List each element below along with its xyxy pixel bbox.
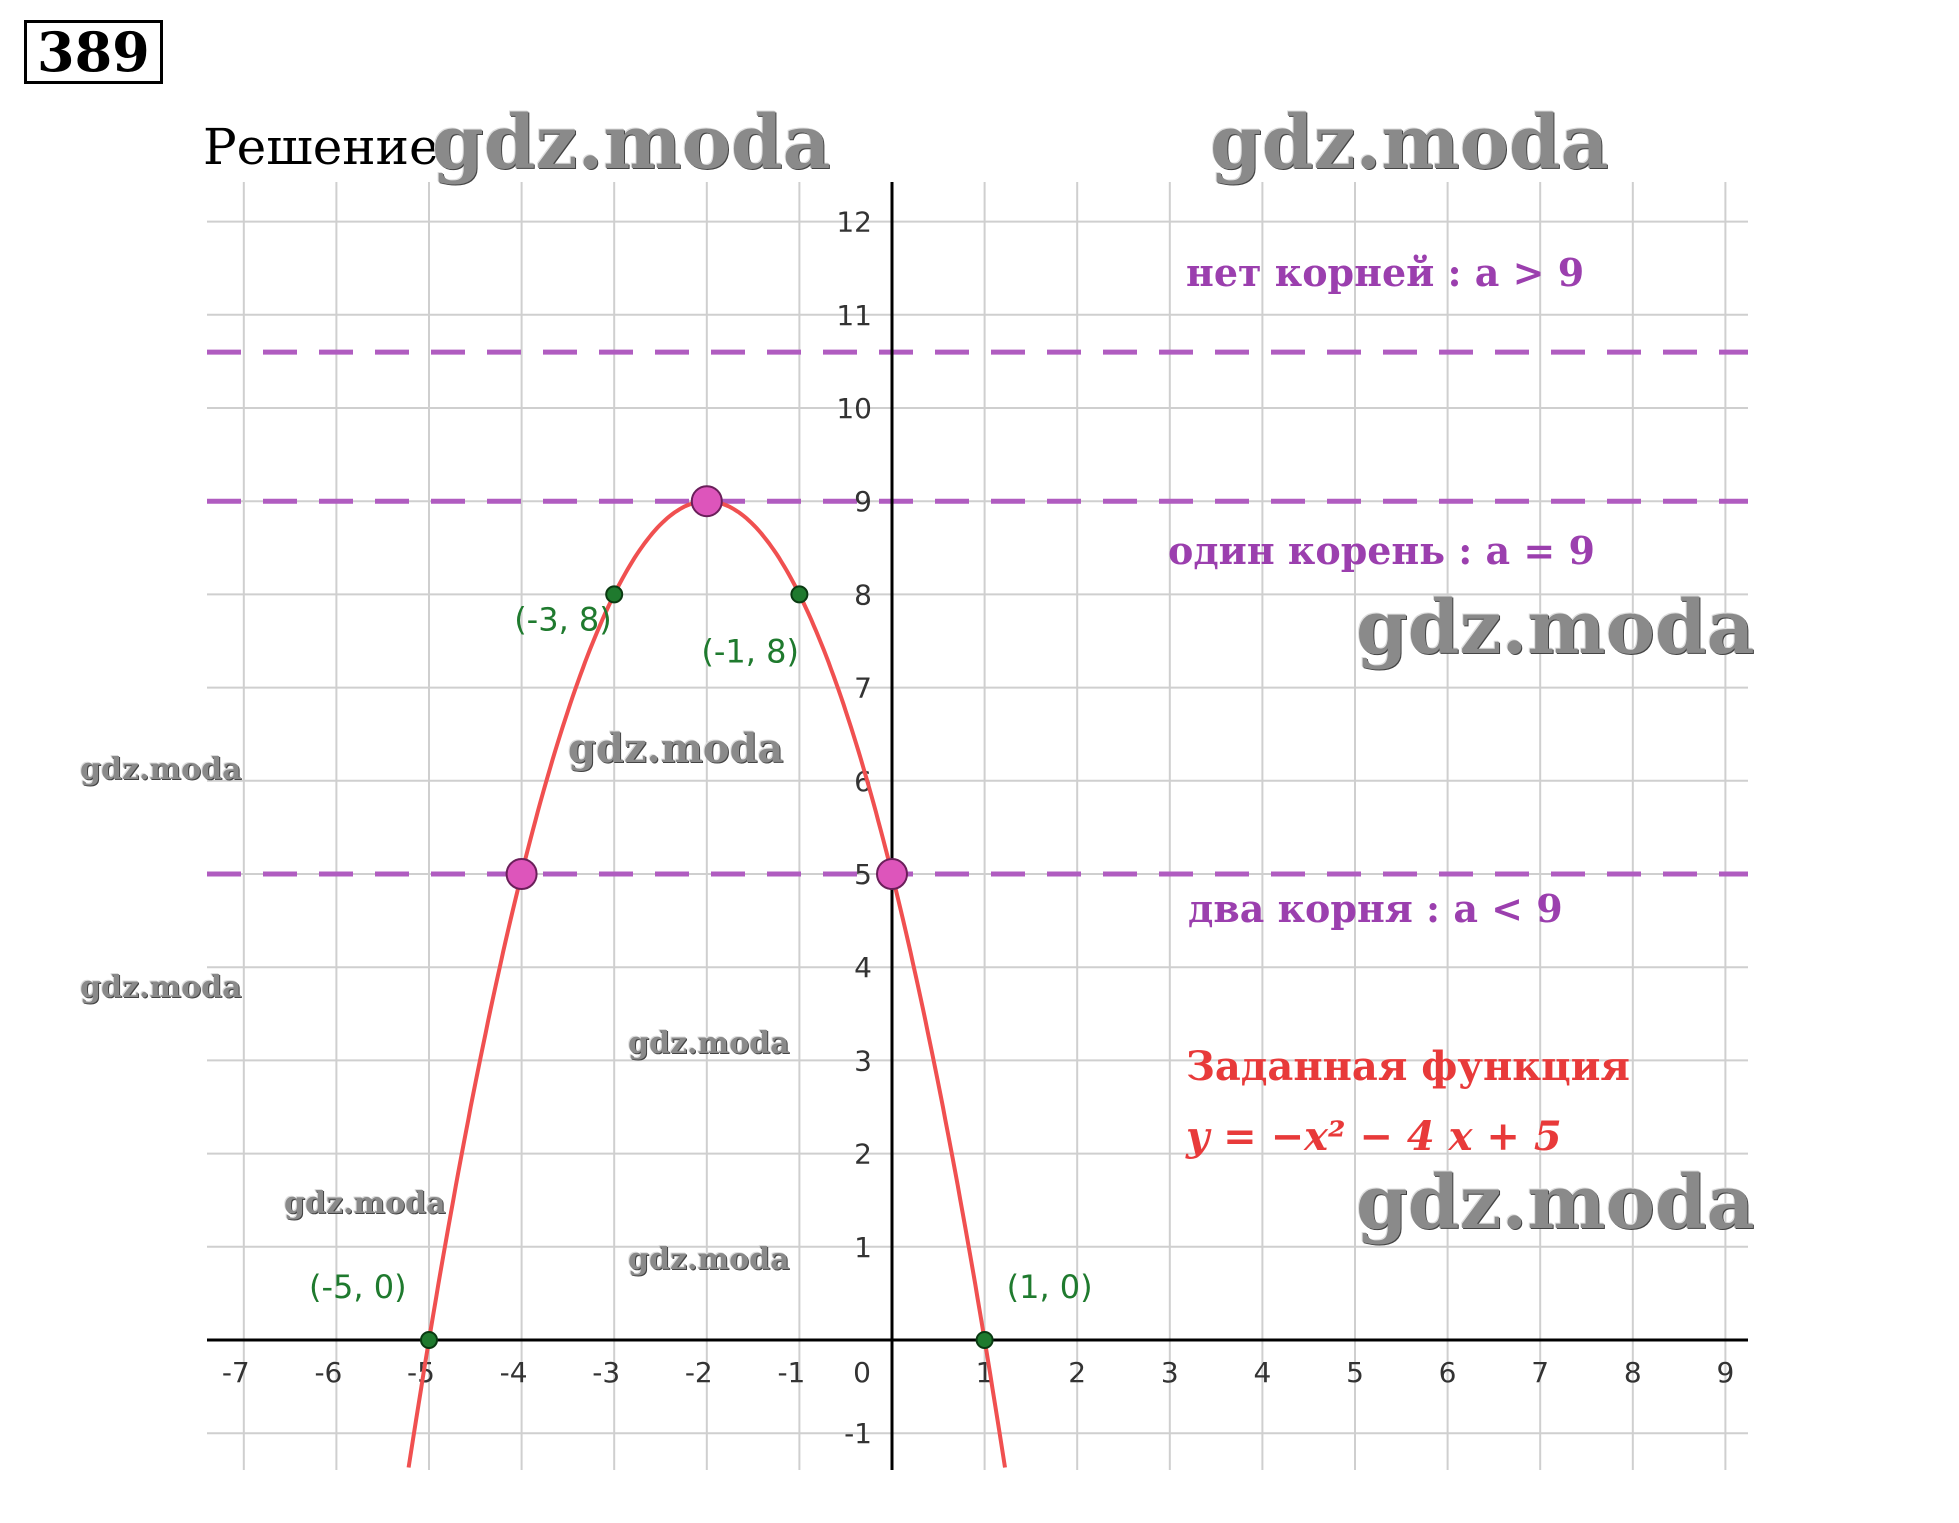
annotation-two-roots: два корня : a < 9 <box>1188 886 1563 931</box>
point <box>420 1331 438 1349</box>
watermark: gdz.moda <box>80 752 242 787</box>
watermark: gdz.moda <box>284 1186 446 1221</box>
given-function-formula: y = −x² − 4 x + 5 <box>1185 1113 1562 1160</box>
y-tick-label: 9 <box>854 485 872 518</box>
x-tick-label: 8 <box>1624 1356 1642 1389</box>
y-tick-label: 4 <box>854 951 872 984</box>
y-tick-label: 6 <box>854 765 872 798</box>
annotation-one-root: один корень : a = 9 <box>1168 528 1595 573</box>
y-tick-label: 7 <box>854 672 872 705</box>
point-label: (1, 0) <box>1007 1268 1093 1306</box>
key-point <box>876 858 908 890</box>
x-tick-label: -7 <box>222 1356 250 1389</box>
y-tick-label: 1 <box>854 1231 872 1264</box>
x-tick-label: -1 <box>777 1356 805 1389</box>
x-tick-label: -2 <box>685 1356 713 1389</box>
x-tick-label: 0 <box>853 1356 871 1389</box>
key-point <box>505 858 538 890</box>
annotation-no-roots: нет корней : a > 9 <box>1186 250 1584 295</box>
x-tick-label: 6 <box>1439 1356 1457 1389</box>
x-tick-label: 4 <box>1253 1356 1271 1389</box>
x-tick-label: -4 <box>500 1356 528 1389</box>
y-tick-label: 11 <box>836 299 872 332</box>
point-label: (-5, 0) <box>309 1268 407 1306</box>
y-tick-label: 2 <box>854 1138 872 1171</box>
watermark: gdz.moda <box>432 100 831 186</box>
annotations: нет корней : a > 9 один корень : a = 9 д… <box>1168 250 1630 1160</box>
key-point <box>690 485 723 518</box>
x-tick-label: 7 <box>1531 1356 1549 1389</box>
given-function-title: Заданная функция <box>1186 1043 1630 1090</box>
point <box>975 1331 994 1349</box>
y-tick-label: -1 <box>844 1417 872 1450</box>
solution-label: Решение: <box>203 118 456 176</box>
y-tick-label: 5 <box>854 858 872 891</box>
task-number: 389 <box>24 20 163 84</box>
point-label: (-3, 8) <box>514 600 612 638</box>
points: (-3, 8) (-1, 8) (-5, 0) (1, 0) <box>309 485 1093 1349</box>
y-tick-label: 3 <box>854 1044 872 1077</box>
x-tick-label: 2 <box>1068 1356 1086 1389</box>
point <box>605 585 624 604</box>
point-label: (-1, 8) <box>701 632 799 670</box>
y-tick-label: 8 <box>854 578 872 611</box>
point <box>790 585 809 604</box>
tick-labels: -7 -6 -5 -4 -3 -2 -1 0 1 2 3 4 5 6 7 8 9-112345678910111… <box>222 206 1734 1451</box>
x-tick-label: 3 <box>1161 1356 1179 1389</box>
watermark: gdz.moda <box>628 1242 790 1277</box>
x-tick-label: 5 <box>1346 1356 1364 1389</box>
y-tick-label: 10 <box>836 392 872 425</box>
level-lines <box>207 349 1748 877</box>
x-tick-label: 9 <box>1716 1356 1734 1389</box>
watermark: gdz.moda <box>1356 585 1755 671</box>
x-tick-label: -6 <box>314 1356 342 1389</box>
y-tick-label: 12 <box>836 206 872 239</box>
watermark: gdz.moda <box>568 725 784 772</box>
watermark: gdz.moda <box>1356 1160 1755 1246</box>
x-tick-label: -3 <box>592 1356 620 1389</box>
watermark: gdz.moda <box>1210 100 1609 186</box>
watermark: gdz.moda <box>628 1026 790 1061</box>
grid <box>207 182 1748 1470</box>
watermark: gdz.moda <box>80 970 242 1005</box>
